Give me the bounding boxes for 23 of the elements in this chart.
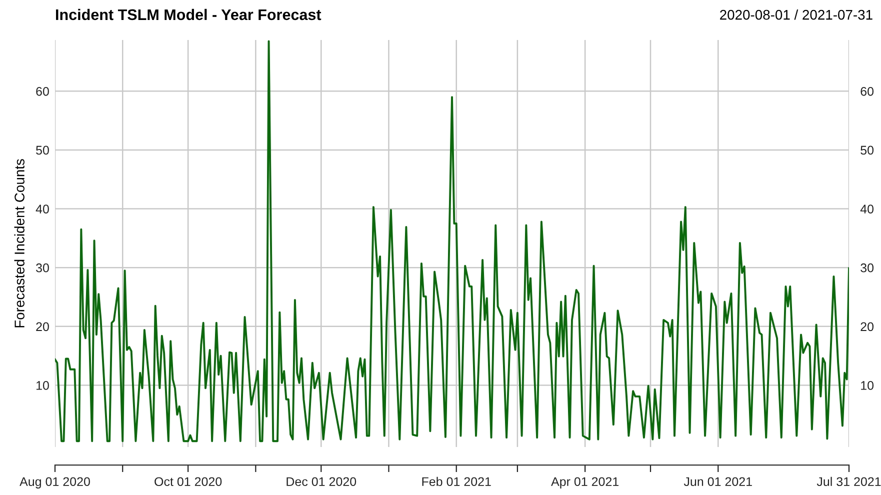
y2-tick-label: 20 [860,322,874,332]
x-tick-label: Dec 01 2020 [286,477,356,486]
x-tick-label: Apr 01 2021 [551,477,619,489]
chart-title: Incident TSLM Model - Year Forecast [56,8,322,20]
y-tick-label: 30 [36,263,49,272]
y-axis-title: Forecasted Incident Counts [14,159,24,328]
y2-tick-label: 40 [860,204,874,214]
y2-tick-label: 60 [860,86,874,96]
y-tick-label: 40 [36,204,49,214]
y2-tick-label: 30 [860,263,874,272]
x-tick-label: Jul 31 2021 [816,476,881,486]
x-tick-label: Oct 01 2020 [154,477,222,486]
y2-tick-label: 50 [860,146,874,155]
x-tick-label: Aug 01 2020 [20,477,90,489]
chart-subtitle: 2020-08-01 / 2021-07-31 [720,10,872,20]
x-tick-label: Jun 01 2021 [684,477,752,486]
y-tick-label: 10 [36,381,49,390]
x-tick-label: Feb 01 2021 [422,476,491,486]
y-tick-label: 50 [36,146,49,155]
y-tick-label: 20 [36,322,49,332]
y2-tick-label: 10 [861,381,874,390]
line-series [55,40,849,442]
y-tick-label: 60 [36,86,49,96]
